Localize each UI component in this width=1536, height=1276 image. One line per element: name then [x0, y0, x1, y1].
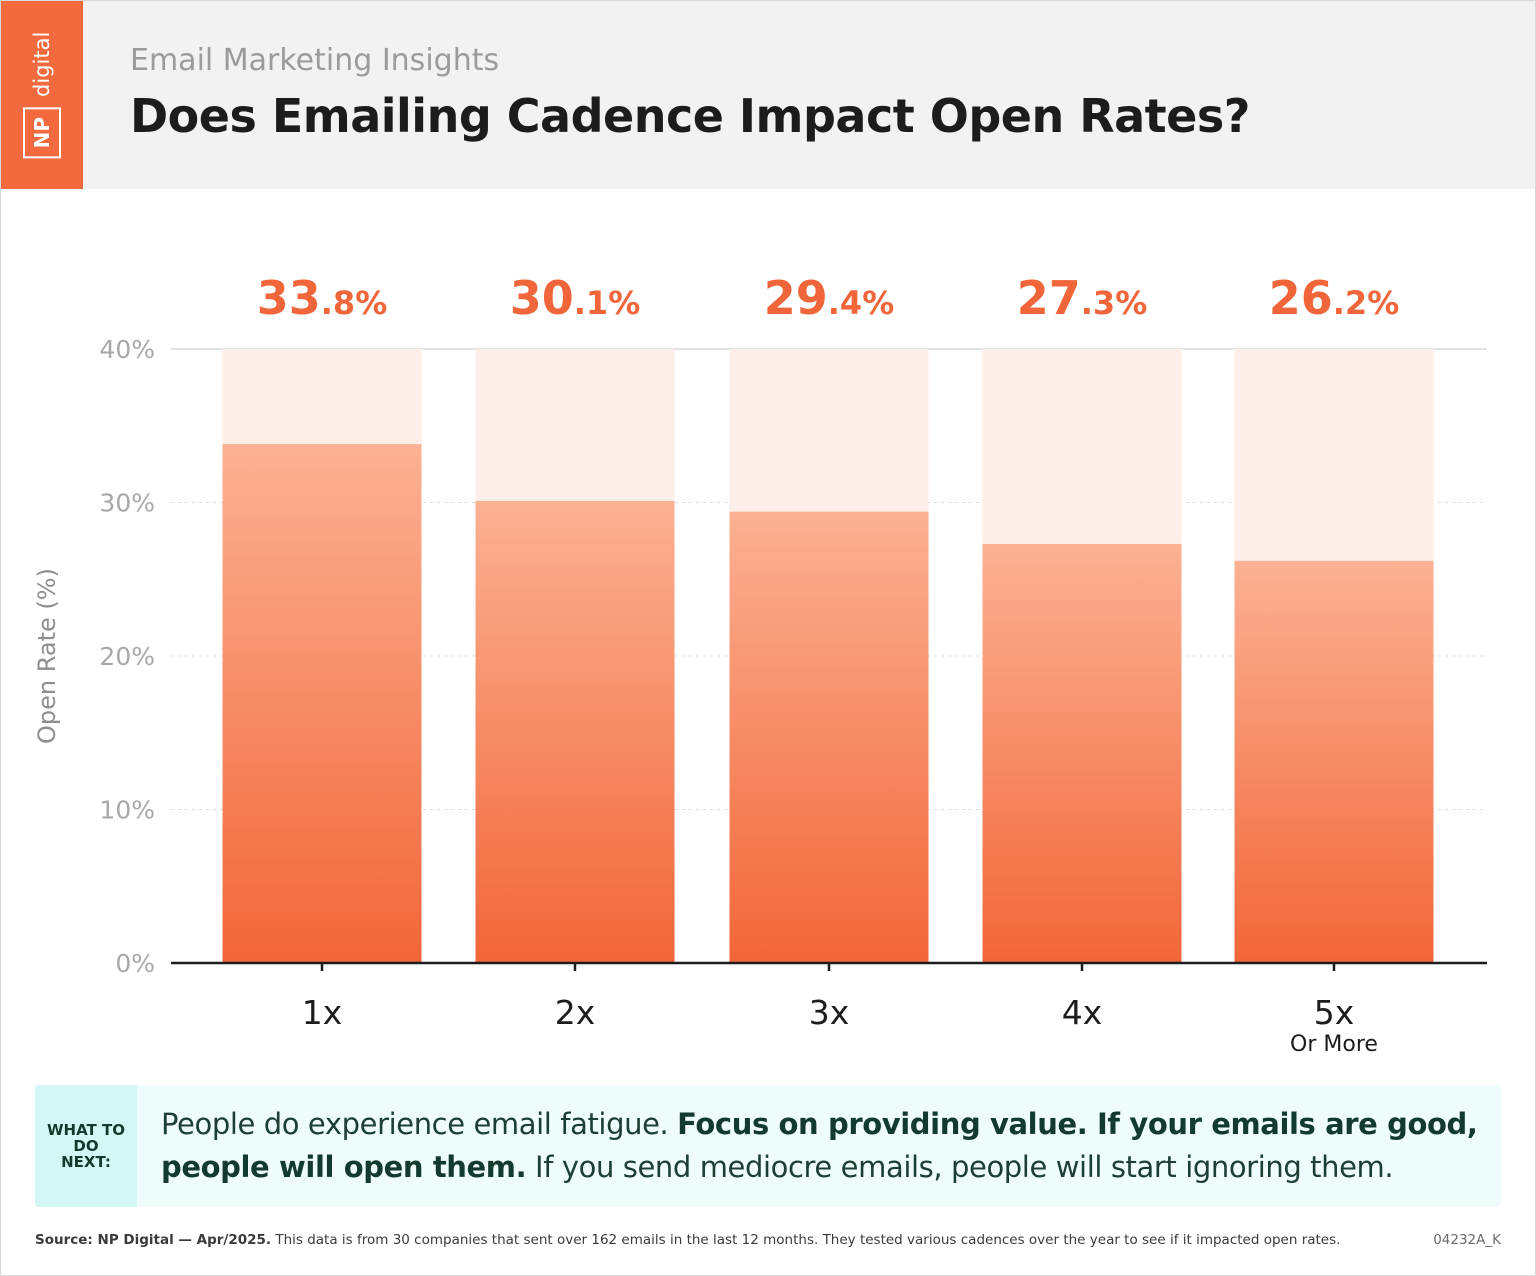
logo-np-box: NP — [23, 106, 61, 159]
graphic-code: 04232A_K — [1433, 1232, 1501, 1248]
page-subtitle: Email Marketing Insights — [130, 43, 500, 78]
logo-rotated: NP digital — [23, 32, 61, 159]
chart-bars — [222, 349, 1434, 963]
value-label: 29.4% — [764, 271, 895, 325]
np-digital-logo: NP digital — [1, 1, 83, 189]
x-tick-label: 5x — [1314, 993, 1355, 1032]
callout-tag: WHAT TO DO NEXT: — [35, 1085, 137, 1207]
callout-text-bold: Focus on providing value. If your emails… — [161, 1107, 1478, 1184]
x-tick-label: 2x — [555, 993, 596, 1032]
value-labels: 33.8% 30.1% 29.4% 27.3% 26.2% — [257, 271, 1400, 325]
page-title: Does Emailing Cadence Impact Open Rates? — [130, 89, 1250, 143]
value-label-int: 27 — [1017, 271, 1081, 325]
callout-tag-label: WHAT TO DO NEXT: — [46, 1122, 126, 1170]
source-label: Source: NP Digital — Apr/2025. — [35, 1232, 272, 1248]
x-tick-label: 4x — [1062, 993, 1103, 1032]
callout-tag-line1: WHAT TO — [47, 1121, 125, 1139]
bar — [982, 543, 1182, 963]
value-label-dec: .2% — [1333, 284, 1399, 322]
value-label-int: 33 — [257, 271, 321, 325]
bar — [475, 500, 675, 963]
value-label-int: 30 — [510, 271, 574, 325]
value-label: 33.8% — [257, 271, 388, 325]
x-tick-label: 3x — [809, 993, 850, 1032]
y-axis-ticks: 0% 10% 20% 30% 40% — [99, 335, 155, 978]
value-label-int: 26 — [1269, 271, 1333, 325]
bar — [222, 444, 422, 963]
bar — [729, 511, 929, 963]
y-tick-label: 40% — [99, 335, 155, 364]
y-axis-title: Open Rate (%) — [33, 568, 61, 744]
callout-text: People do experience email fatigue. Focu… — [161, 1103, 1481, 1189]
value-label: 27.3% — [1017, 271, 1148, 325]
value-label-int: 29 — [764, 271, 828, 325]
callout-tag-line2: DO NEXT: — [61, 1137, 111, 1171]
value-label-dec: .3% — [1081, 284, 1147, 322]
value-label-dec: .1% — [574, 284, 640, 322]
y-tick-label: 0% — [115, 949, 155, 978]
callout-text-2: If you send mediocre emails, people will… — [526, 1150, 1394, 1184]
source-text: This data is from 30 companies that sent… — [271, 1232, 1341, 1248]
y-tick-label: 30% — [99, 489, 155, 518]
value-label-dec: .8% — [321, 284, 387, 322]
source-footnote: Source: NP Digital — Apr/2025. This data… — [35, 1232, 1340, 1248]
value-label: 26.2% — [1269, 271, 1400, 325]
x-tick-label: 1x — [302, 993, 343, 1032]
value-label: 30.1% — [510, 271, 641, 325]
header: NP digital Email Marketing Insights Does… — [1, 1, 1535, 189]
what-to-do-next-callout: WHAT TO DO NEXT: People do experience ema… — [35, 1085, 1501, 1207]
bar — [1234, 560, 1434, 963]
callout-text-1: People do experience email fatigue. — [161, 1107, 678, 1141]
y-tick-label: 20% — [99, 642, 155, 671]
value-label-dec: .4% — [828, 284, 894, 322]
x-tick-sublabel: Or More — [1290, 1032, 1378, 1057]
logo-digital-text: digital — [29, 31, 54, 97]
y-tick-label: 10% — [99, 796, 155, 825]
